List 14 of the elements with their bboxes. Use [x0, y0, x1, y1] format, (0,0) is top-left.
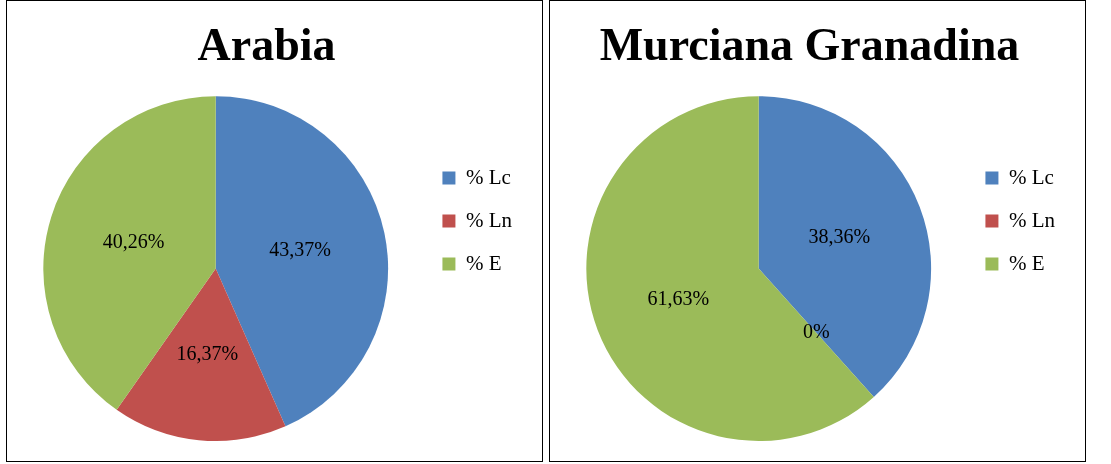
data-label: 40,26% [102, 229, 165, 252]
data-label: 38,36% [808, 225, 871, 248]
legend-label: % E [465, 250, 502, 275]
legend-label: % Lc [1008, 164, 1054, 189]
chart-title: Murciana Granadina [599, 19, 1020, 71]
legend-label: % E [1008, 250, 1045, 275]
legend-label: % Ln [465, 207, 513, 232]
chart-title: Arabia [197, 19, 336, 71]
data-label: 61,63% [647, 286, 710, 309]
legend-label: % Ln [1008, 207, 1056, 232]
data-label: 43,37% [269, 238, 331, 261]
text: 0% [802, 320, 830, 343]
legend-label: % Lc [465, 164, 511, 189]
data-label: 16,37% [176, 341, 239, 364]
